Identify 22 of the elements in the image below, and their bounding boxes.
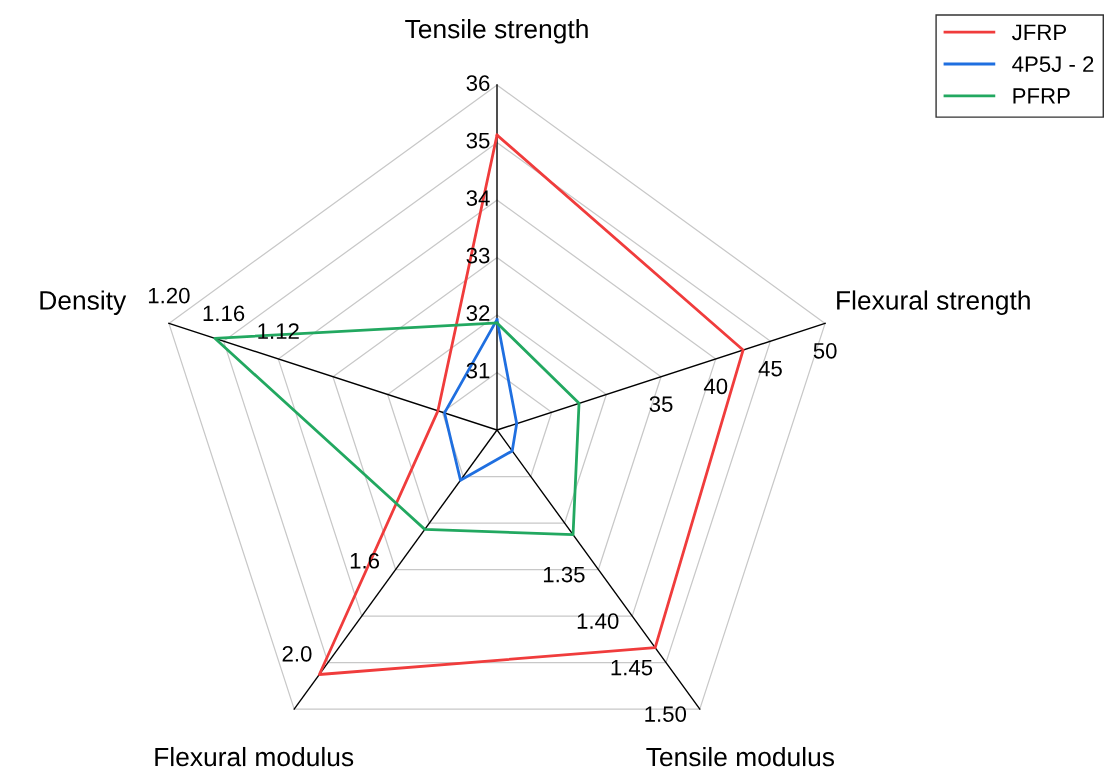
text: 45 (758, 360, 782, 377)
text: 36 (466, 75, 490, 91)
text: 1.50 (645, 706, 687, 722)
text: 35 (649, 396, 673, 412)
spoke-label: Tensile strength (405, 19, 588, 44)
text: 1.35 (543, 566, 585, 583)
text: 2.0 (282, 645, 312, 662)
legend-label: 4P5J - 2 (1012, 56, 1094, 72)
spoke-label: Density (40, 290, 127, 315)
text: 40 (703, 378, 728, 395)
text: 1.45 (611, 659, 653, 676)
text: 32 (466, 305, 490, 321)
legend-label: JFRP (1011, 24, 1067, 41)
text: 1.16 (203, 305, 245, 322)
legend-label: PFRP (1013, 88, 1070, 104)
spoke-label: Flexural modulus (155, 746, 354, 767)
text: 50 (813, 342, 837, 359)
text: 35 (466, 132, 490, 149)
spoke-label: Tensile modulus (646, 746, 834, 767)
spoke-label: Flexural strength (837, 290, 1030, 315)
text: 1.40 (577, 613, 619, 629)
text: 1.20 (148, 287, 190, 304)
